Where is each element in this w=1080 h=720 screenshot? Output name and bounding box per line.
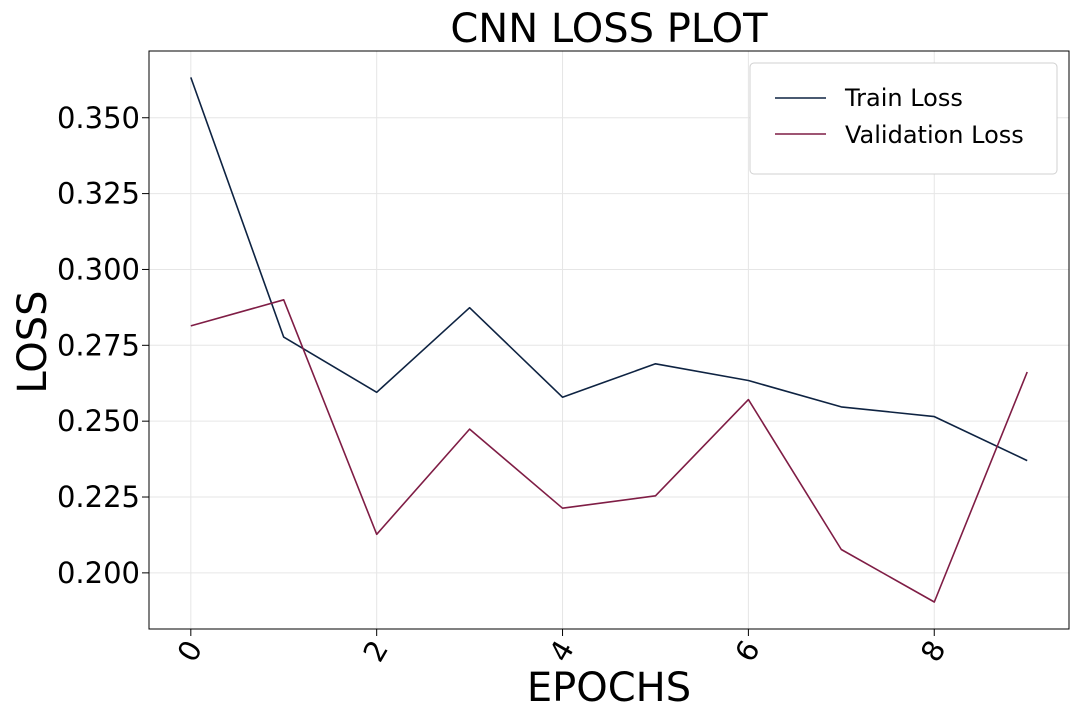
- y-axis-ticks: 0.200 0.225 0.250 0.275 0.300 0.325 0.350: [57, 101, 149, 590]
- y-tick-label: 0.250: [57, 404, 140, 438]
- x-tick-label: 8: [914, 635, 953, 668]
- x-tick-label: 4: [542, 635, 581, 668]
- y-tick-label: 0.350: [57, 101, 140, 135]
- legend-box: [749, 62, 1058, 175]
- y-tick-label: 0.200: [57, 556, 140, 590]
- y-tick-label: 0.225: [57, 480, 140, 514]
- plot-frame: [148, 50, 1070, 630]
- y-tick-label: 0.275: [57, 328, 140, 362]
- legend: Train Loss Validation Loss: [749, 62, 1058, 175]
- legend-label-train-loss: Train Loss: [844, 84, 963, 112]
- x-tick-label: 6: [728, 635, 767, 668]
- series-line-train-loss: [190, 77, 1028, 462]
- x-axis-title: EPOCHS: [527, 665, 691, 711]
- y-tick-label: 0.300: [57, 252, 140, 286]
- x-axis-ticks: 0 2 4 6 8: [170, 629, 953, 668]
- x-tick-label: 2: [356, 635, 395, 668]
- series-line-validation-loss: [190, 298, 1028, 603]
- y-tick-label: 0.325: [57, 177, 140, 211]
- legend-label-validation-loss: Validation Loss: [845, 121, 1024, 149]
- y-axis-title: LOSS: [10, 290, 56, 393]
- series-lines: [190, 77, 1028, 603]
- x-tick-label: 0: [170, 635, 209, 668]
- chart-title: CNN LOSS PLOT: [450, 6, 768, 52]
